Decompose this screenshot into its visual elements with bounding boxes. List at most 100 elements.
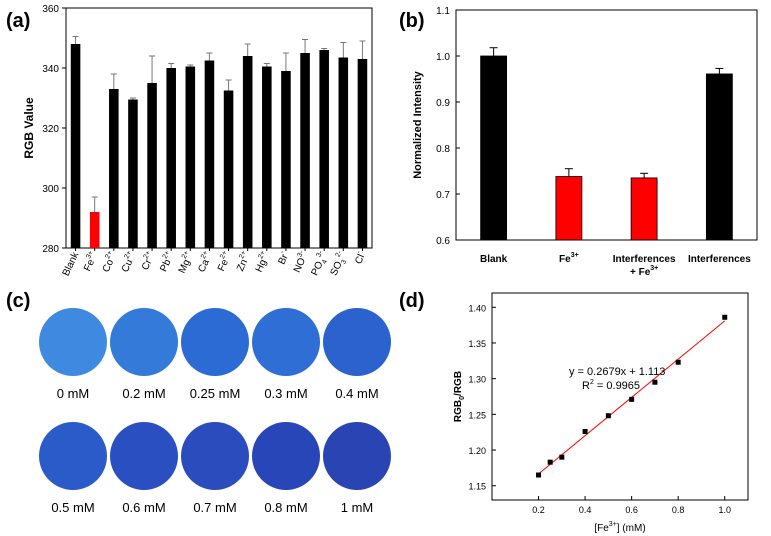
sample-disc-item: 0.25 mM	[181, 308, 249, 401]
sample-label: 1 mM	[340, 500, 374, 515]
bar-a	[338, 57, 349, 248]
ytick-label-d: 1.30	[468, 375, 486, 385]
ytick-label-d: 1.15	[468, 482, 486, 492]
sample-disc	[181, 308, 249, 376]
sample-label: 0.5 mM	[51, 500, 95, 515]
sample-disc-item: 0.8 mM	[252, 422, 320, 515]
sample-disc-item: 1 mM	[323, 422, 391, 515]
bar-a	[166, 68, 176, 248]
sample-disc	[110, 308, 178, 376]
ylabel-b: Normalized Intensity	[412, 70, 424, 178]
ylabel-d: RGB0/RGB	[453, 371, 466, 422]
bar-a	[281, 71, 291, 248]
ytick-label-a: 340	[42, 64, 59, 75]
sample-label: 0.8 mM	[264, 500, 308, 515]
xtick-label-b: Fe3+	[559, 252, 579, 265]
panel-label-a: (a)	[6, 10, 31, 32]
ytick-label-b: 0.8	[436, 144, 450, 155]
ytick-label-b: 0.9	[436, 98, 450, 109]
ytick-label-b: 0.7	[436, 190, 450, 201]
bar-a	[357, 59, 368, 248]
sample-disc	[252, 308, 320, 376]
xtick-label-a: Cr2+	[138, 250, 158, 272]
sample-disc-item: 0 mM	[39, 308, 107, 401]
xtick-label-a: Co2+	[99, 250, 120, 274]
bar-a	[300, 53, 310, 248]
bar-a	[185, 66, 196, 248]
xtick-label-a: Ca2+	[195, 250, 216, 274]
xtick-label-d: 0.8	[672, 505, 685, 515]
sample-label: 0.25 mM	[189, 386, 241, 401]
sample-disc	[323, 308, 391, 376]
xtick-label-a: Zn2+	[233, 250, 253, 273]
sample-disc-item: 0.6 mM	[110, 422, 178, 515]
bar-a	[262, 66, 272, 248]
xtick-label-a: Cl-	[351, 249, 368, 266]
data-point-d	[675, 359, 681, 365]
ytick-label-d: 1.20	[468, 446, 486, 456]
sample-disc	[39, 422, 107, 490]
sample-disc-item: 0.2 mM	[110, 308, 178, 401]
xtick-label-d: 0.6	[625, 505, 638, 515]
ylabel-a: RGB Value	[22, 97, 36, 159]
sample-disc-item: 0.4 mM	[323, 308, 391, 401]
xtick-label-a: Hg2+	[252, 250, 273, 274]
ytick-label-a: 300	[42, 184, 59, 195]
ytick-label-a: 320	[42, 124, 59, 135]
panel-label-c: (c)	[6, 290, 31, 312]
r-squared-d: R2 = 0.9965	[582, 379, 640, 392]
bar-b	[480, 55, 508, 241]
xtick-label-a: Cu2+	[118, 250, 139, 274]
sample-label: 0.7 mM	[193, 500, 237, 515]
sample-label: 0.2 mM	[122, 386, 166, 401]
data-point-d	[652, 379, 658, 385]
sample-label: 0.3 mM	[264, 386, 308, 401]
data-point-d	[536, 472, 542, 478]
panel-label-d: (d)	[399, 290, 425, 312]
sample-disc-item: 0.7 mM	[181, 422, 249, 515]
xtick-label-b: Blank	[480, 254, 508, 265]
bar-b	[630, 177, 658, 241]
sample-label: 0 mM	[56, 386, 90, 401]
ytick-label-b: 0.6	[436, 236, 450, 247]
bar-a	[89, 212, 100, 248]
bar-a	[147, 83, 157, 248]
xtick-label-a: Mg2+	[175, 250, 196, 275]
bar-a	[242, 56, 253, 248]
ytick-label-d: 1.25	[468, 410, 486, 420]
plot-frame-b	[455, 9, 758, 241]
xtick-label-d: 0.4	[579, 505, 592, 515]
xtick-label-b: Interferences	[613, 254, 676, 265]
bar-a	[223, 90, 234, 248]
bar-a	[109, 89, 119, 248]
ytick-label-d: 1.40	[468, 303, 486, 313]
sample-disc	[181, 422, 249, 490]
data-point-d	[582, 428, 588, 434]
sample-disc-item: 0.3 mM	[252, 308, 320, 401]
sample-disc	[110, 422, 178, 490]
ytick-label-a: 360	[42, 4, 59, 15]
xtick-label-a: Pb2+	[157, 250, 177, 274]
panel-label-b: (b)	[399, 10, 425, 32]
ytick-label-d: 1.35	[468, 339, 486, 349]
panel-c-photo-grid: 0 mM 0.2 mM 0.25 mM 0.3 mM 0.4 mM 0.5 mM 0.6 m…	[25, 300, 391, 525]
xtick-label-a: Fe2+	[214, 250, 234, 273]
data-point-d	[547, 459, 553, 465]
bar-a	[70, 44, 81, 248]
sample-label: 0.6 mM	[122, 500, 166, 515]
xtick-label-d: 1.0	[718, 505, 731, 515]
xlabel-d: [Fe3+] (mM)	[594, 521, 645, 534]
sample-disc-item: 0.5 mM	[39, 422, 107, 515]
bar-a	[319, 50, 329, 248]
data-point-d	[629, 396, 635, 402]
ytick-label-b: 1.1	[436, 6, 450, 17]
sample-disc	[252, 422, 320, 490]
xtick-label-a: Fe3+	[80, 250, 100, 273]
bar-a	[204, 60, 215, 248]
sample-disc	[323, 422, 391, 490]
ytick-label-b: 1.0	[436, 52, 450, 63]
xtick-label-b: Interferences	[688, 254, 751, 265]
